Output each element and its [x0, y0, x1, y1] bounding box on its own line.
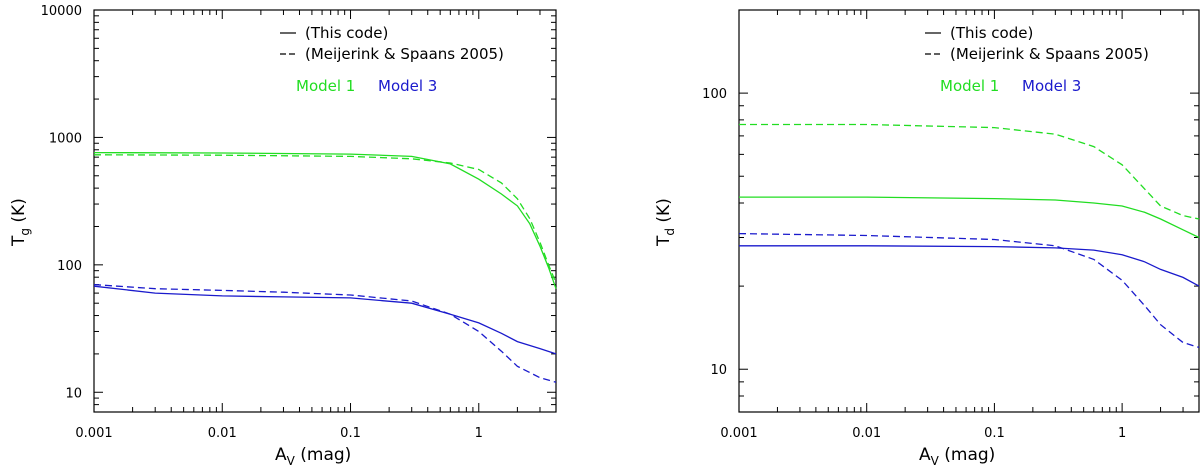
x-tick-label: 1	[475, 426, 483, 441]
x-tick-label: 0.001	[720, 426, 757, 441]
series-line	[739, 245, 1200, 287]
y-axis-label: Td (K)	[654, 198, 677, 247]
panel-dust-temperature: 0.001 0.01 0.1 1 10 100 AV (mag) Td (K) (This co…	[654, 9, 1200, 466]
x-axis-label: AV (mag)	[919, 445, 995, 466]
y-tick-label: 100	[57, 259, 82, 274]
legend-label: (Meijerink & Spaans 2005)	[950, 45, 1149, 63]
y-tick-label: 100	[702, 87, 727, 102]
series-line	[93, 151, 557, 289]
panel-gas-temperature: 0.001 0.01 0.1 1 10 100 1000 10000 AV (mag) Tg (K…	[9, 4, 557, 466]
series-line	[93, 154, 557, 284]
model-label: Model 1	[940, 77, 999, 95]
x-tick-label: 1	[1118, 426, 1126, 441]
x-tick-label: 0.01	[852, 426, 881, 441]
series-line	[93, 285, 557, 355]
y-tick-label: 10000	[41, 4, 82, 19]
x-tick-label: 0.01	[208, 426, 237, 441]
series-line	[739, 123, 1200, 220]
plot-frame	[738, 9, 1200, 413]
y-tick-label: 1000	[49, 131, 82, 146]
x-tick-label: 0.1	[984, 426, 1005, 441]
model-label: Model 3	[1022, 77, 1081, 95]
series-line	[739, 196, 1200, 239]
legend-label: (Meijerink & Spaans 2005)	[305, 45, 504, 63]
y-tick-label: 10	[65, 386, 82, 401]
y-axis-label: Tg (K)	[9, 198, 32, 247]
model-label: Model 1	[296, 77, 355, 95]
model-label: Model 3	[378, 77, 437, 95]
x-tick-label: 0.001	[75, 426, 112, 441]
plot-frame	[93, 9, 557, 413]
legend-label: (This code)	[305, 24, 388, 42]
y-tick-label: 10	[710, 363, 727, 378]
legend-label: (This code)	[950, 24, 1033, 42]
series-line	[93, 283, 557, 383]
x-tick-label: 0.1	[340, 426, 361, 441]
series-line	[738, 232, 1200, 349]
x-axis-label: AV (mag)	[275, 445, 351, 466]
